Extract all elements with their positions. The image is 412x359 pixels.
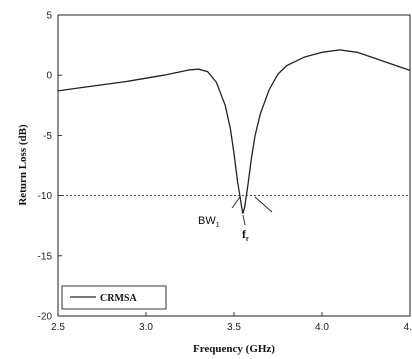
plot-frame xyxy=(57,14,411,317)
x-tick-label: 2.5 xyxy=(51,322,65,333)
y-axis-title: Return Loss (dB) xyxy=(17,124,29,206)
y-tick-label: -5 xyxy=(43,131,52,142)
y-tick-label: 5 xyxy=(46,11,52,22)
y-tick-label: -15 xyxy=(38,251,53,262)
x-tick-label: 3.5 xyxy=(227,322,241,333)
x-tick-label: 3.0 xyxy=(139,322,153,333)
legend-box xyxy=(61,285,167,310)
legend-label-crmsa: CRMSA xyxy=(100,293,137,304)
bw-pointer-line-right xyxy=(254,196,273,213)
bw-pointer-line-left xyxy=(231,196,241,209)
fr-pointer-line xyxy=(242,214,246,226)
y-tick-label: 0 xyxy=(46,71,52,82)
x-tick-label: 4.0 xyxy=(315,322,329,333)
x-tick-label: 4. xyxy=(404,322,412,333)
series-line-crmsa xyxy=(57,49,411,214)
y-tick-label: -20 xyxy=(38,312,53,323)
x-axis-title: Frequency (GHz) xyxy=(193,343,275,355)
fr-annotation: fr xyxy=(242,227,249,243)
y-tick-label: -10 xyxy=(38,191,53,202)
bw-annotation: BW1 xyxy=(198,215,220,229)
legend: CRMSA xyxy=(61,285,167,310)
